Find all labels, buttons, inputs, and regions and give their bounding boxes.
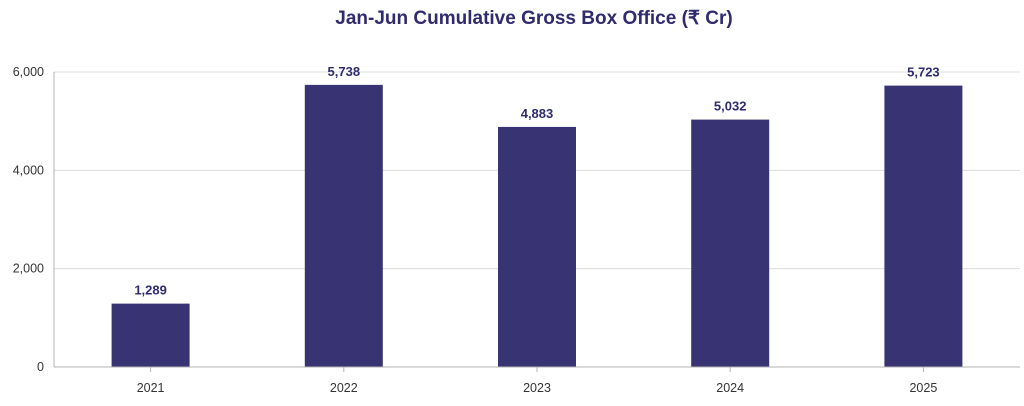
bar-2025 [884,85,963,367]
axes [53,72,1020,372]
x-tick-label-2025: 2025 [909,381,937,395]
y-tick-label-2: 4,000 [13,163,44,177]
labels: 0 2,000 4,000 6,000 1,289 2021 5,738 2022 4,883 2… [13,64,940,395]
y-tick-label-1: 2,000 [13,262,44,276]
bar-2022 [304,84,383,368]
chart-title: Jan-Jun Cumulative Gross Box Office (₹ C… [335,8,732,29]
x-tick-label-2021: 2021 [137,381,165,395]
y-tick-label-0: 0 [37,360,44,374]
bar-2023 [498,126,576,368]
data-label-2022: 5,738 [328,64,361,79]
x-tick-label-2023: 2023 [523,381,551,395]
bar-2021 [111,303,190,367]
data-label-2024: 5,032 [714,99,747,114]
data-label-2021: 1,289 [134,283,167,298]
x-tick-label-2022: 2022 [330,381,358,395]
data-label-2025: 5,723 [907,65,940,80]
bar-2024 [691,119,770,368]
data-label-2023: 4,883 [521,106,554,121]
bars [111,84,963,368]
x-tick-label-2024: 2024 [716,381,744,395]
y-tick-label-3: 6,000 [13,65,44,79]
